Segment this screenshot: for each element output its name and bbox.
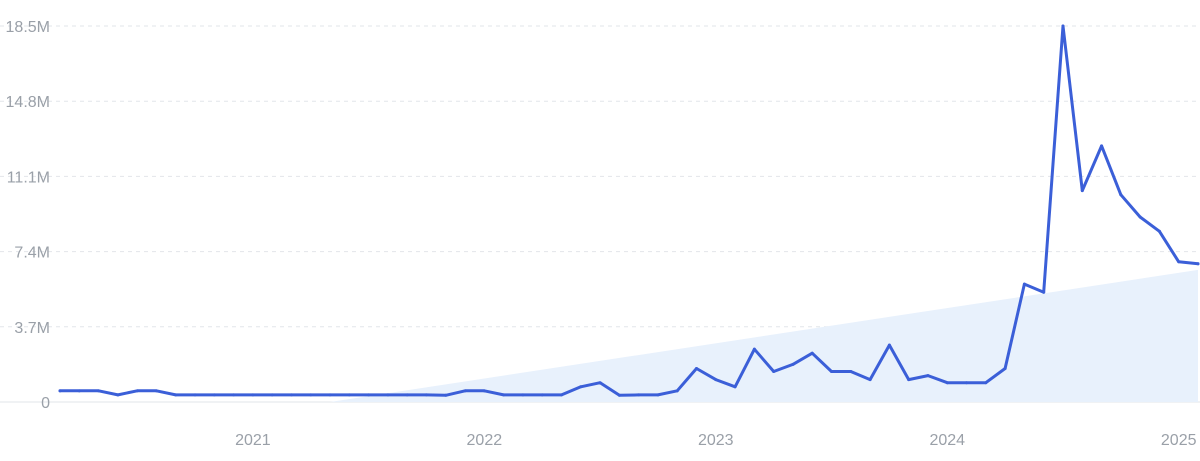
data-point [772, 370, 776, 374]
data-point [1119, 193, 1123, 197]
data-point [347, 393, 351, 397]
data-point [1080, 189, 1084, 193]
data-point [907, 378, 911, 382]
data-point [675, 389, 679, 393]
data-point [328, 393, 332, 397]
y-tick-label: 7.4M [14, 245, 50, 262]
x-tick-label: 2022 [467, 432, 503, 449]
y-tick-label: 11.1M [7, 169, 50, 186]
y-tick-label: 3.7M [14, 320, 50, 337]
data-point [482, 389, 486, 393]
data-point [309, 393, 313, 397]
data-point [868, 378, 872, 382]
data-point [386, 393, 390, 397]
data-point [984, 381, 988, 385]
data-point [193, 393, 197, 397]
y-tick-label: 14.8M [6, 94, 50, 111]
data-point [1042, 290, 1046, 294]
x-tick-label: 2023 [698, 432, 734, 449]
data-point [289, 393, 293, 397]
data-point [637, 393, 641, 397]
data-point [1022, 282, 1026, 286]
trend-area-layer [330, 269, 1198, 402]
data-point [559, 393, 563, 397]
data-point [424, 393, 428, 397]
data-point [714, 378, 718, 382]
data-point [444, 393, 448, 397]
data-point [463, 389, 467, 393]
data-point [791, 362, 795, 366]
data-point [1003, 366, 1007, 370]
data-point [849, 370, 853, 374]
data-point [251, 393, 255, 397]
data-point [212, 393, 216, 397]
data-point [77, 389, 81, 393]
data-point [154, 389, 158, 393]
data-point [830, 370, 834, 374]
x-tick-label: 2025 [1161, 432, 1197, 449]
data-point [1177, 260, 1181, 264]
data-point [135, 389, 139, 393]
data-point [1100, 144, 1104, 148]
x-tick-label: 2021 [235, 432, 271, 449]
y-tick-label: 0 [41, 395, 50, 412]
data-point [540, 393, 544, 397]
data-point [1157, 229, 1161, 233]
data-point [887, 343, 891, 347]
data-point [1196, 262, 1200, 266]
data-point [97, 389, 101, 393]
data-point [232, 393, 236, 397]
data-point [405, 393, 409, 397]
y-tick-label: 18.5M [6, 19, 50, 36]
data-point [965, 381, 969, 385]
data-point [502, 393, 506, 397]
data-point [733, 385, 737, 389]
data-point [579, 385, 583, 389]
series-line [58, 24, 1200, 397]
data-point [367, 393, 371, 397]
x-axis-tick-labels: 2021 2022 2023 2024 2025 [235, 432, 1197, 449]
data-point [695, 366, 699, 370]
data-point [945, 381, 949, 385]
data-point [116, 393, 120, 397]
trend-area [330, 269, 1198, 402]
data-point [521, 393, 525, 397]
data-point [1138, 215, 1142, 219]
data-point [810, 351, 814, 355]
data-point [270, 393, 274, 397]
y-axis-tick-labels: 0 3.7M 7.4M 11.1M 14.8M 18.5M [6, 19, 51, 412]
data-point [174, 393, 178, 397]
data-point [617, 393, 621, 397]
data-point [58, 389, 62, 393]
data-point [926, 374, 930, 378]
data-point [752, 347, 756, 351]
x-tick-label: 2024 [929, 432, 965, 449]
data-point [656, 393, 660, 397]
data-point [1061, 24, 1065, 28]
series-line-layer [58, 24, 1200, 397]
data-point [598, 381, 602, 385]
